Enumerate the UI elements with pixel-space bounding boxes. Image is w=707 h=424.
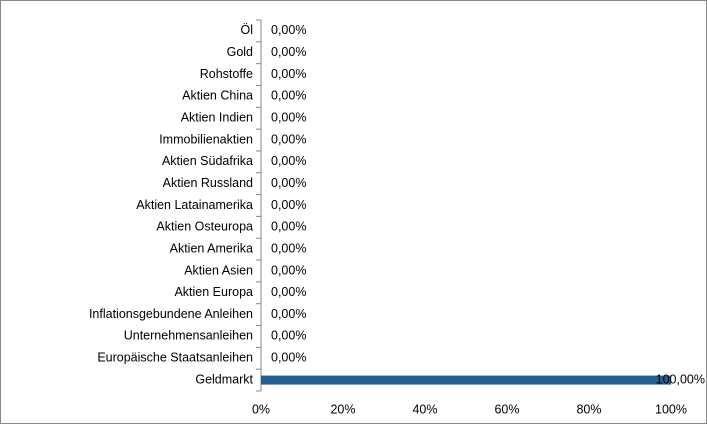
y-tick-label: Aktien Amerika: [170, 241, 253, 255]
value-label: 0,00%: [271, 351, 306, 365]
value-label: 0,00%: [271, 241, 306, 255]
y-tick-label: Aktien Osteuropa: [156, 220, 253, 234]
y-tick-label: Aktien Südafrika: [162, 154, 253, 168]
x-tick-label: 100%: [655, 402, 687, 416]
x-tick-label: 20%: [330, 402, 355, 416]
y-tick-label: Aktien Europa: [174, 285, 253, 299]
y-tick-label: Rohstoffe: [200, 67, 253, 81]
y-tick-label: Gold: [227, 45, 253, 59]
y-tick-label: Inflationsgebundene Anleihen: [89, 307, 253, 321]
y-tick-label: Aktien Indien: [181, 111, 253, 125]
value-label: 0,00%: [271, 263, 306, 277]
value-label: 0,00%: [271, 176, 306, 190]
value-label: 0,00%: [271, 285, 306, 299]
y-tick-label: Unternehmensanleihen: [124, 329, 253, 343]
y-tick-label: Aktien Russland: [163, 176, 253, 190]
value-label: 0,00%: [271, 220, 306, 234]
y-tick-label: Öl: [241, 23, 254, 37]
y-tick-label: Geldmarkt: [195, 372, 253, 386]
x-tick-label: 0%: [252, 402, 270, 416]
x-tick-label: 60%: [494, 402, 519, 416]
value-label: 0,00%: [271, 132, 306, 146]
value-label: 100,00%: [656, 372, 705, 386]
value-label: 0,00%: [271, 67, 306, 81]
y-tick-label: Aktien Asien: [184, 263, 253, 277]
x-tick-label: 80%: [576, 402, 601, 416]
value-label: 0,00%: [271, 329, 306, 343]
value-label: 0,00%: [271, 89, 306, 103]
y-tick-label: Europäische Staatsanleihen: [97, 351, 253, 365]
value-label: 0,00%: [271, 23, 306, 37]
value-label: 0,00%: [271, 45, 306, 59]
value-label: 0,00%: [271, 198, 306, 212]
y-tick-label: Immobilienaktien: [159, 132, 253, 146]
y-tick-label: Aktien Latainamerika: [136, 198, 253, 212]
value-label: 0,00%: [271, 111, 306, 125]
x-tick-label: 40%: [412, 402, 437, 416]
bar: [261, 375, 671, 385]
value-label: 0,00%: [271, 307, 306, 321]
y-tick-label: Aktien China: [182, 89, 253, 103]
value-label: 0,00%: [271, 154, 306, 168]
